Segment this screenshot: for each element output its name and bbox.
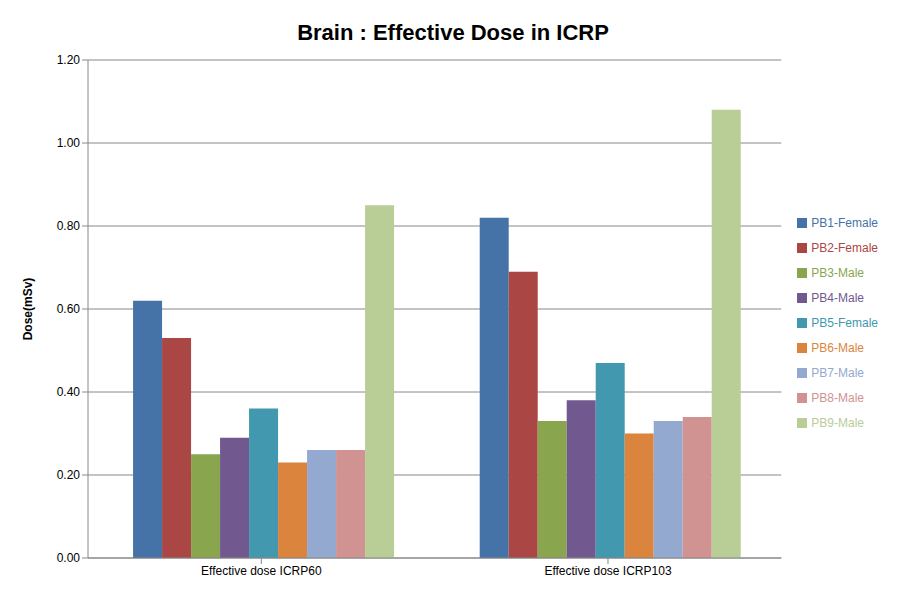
html-text:Brain : Effective Dose in ICRP: Brain : Effective Dose in ICRP bbox=[297, 20, 609, 45]
svg-text:0.00: 0.00 bbox=[57, 551, 81, 565]
html-text:PB8-Male: PB8-Male bbox=[811, 390, 864, 405]
html-text:PB2-Female: PB2-Female bbox=[811, 240, 878, 255]
html-text:PB3-Male: PB3-Male bbox=[811, 265, 864, 280]
svg-text:0.60: 0.60 bbox=[57, 302, 81, 316]
svg-text:1.20: 1.20 bbox=[57, 53, 81, 67]
svg-text:0.80: 0.80 bbox=[57, 219, 81, 233]
html-text:PB9-Male: PB9-Male bbox=[811, 415, 864, 430]
html-text:PB1-Female: PB1-Female bbox=[811, 215, 878, 230]
html-text:PB7-Male: PB7-Male bbox=[811, 365, 864, 380]
svg-text:Dose(mSv): Dose(mSv) bbox=[21, 278, 35, 341]
html-text:PB4-Male: PB4-Male bbox=[811, 290, 864, 305]
svg-text:Effective dose ICRP60: Effective dose ICRP60 bbox=[201, 564, 322, 578]
html-text:PB5-Female: PB5-Female bbox=[811, 315, 878, 330]
svg-text:0.20: 0.20 bbox=[57, 468, 81, 482]
html-text:PB6-Male: PB6-Male bbox=[811, 340, 864, 355]
svg-text:0.40: 0.40 bbox=[57, 385, 81, 399]
svg-text:1.00: 1.00 bbox=[57, 136, 81, 150]
svg-text:Effective dose ICRP103: Effective dose ICRP103 bbox=[544, 564, 672, 578]
